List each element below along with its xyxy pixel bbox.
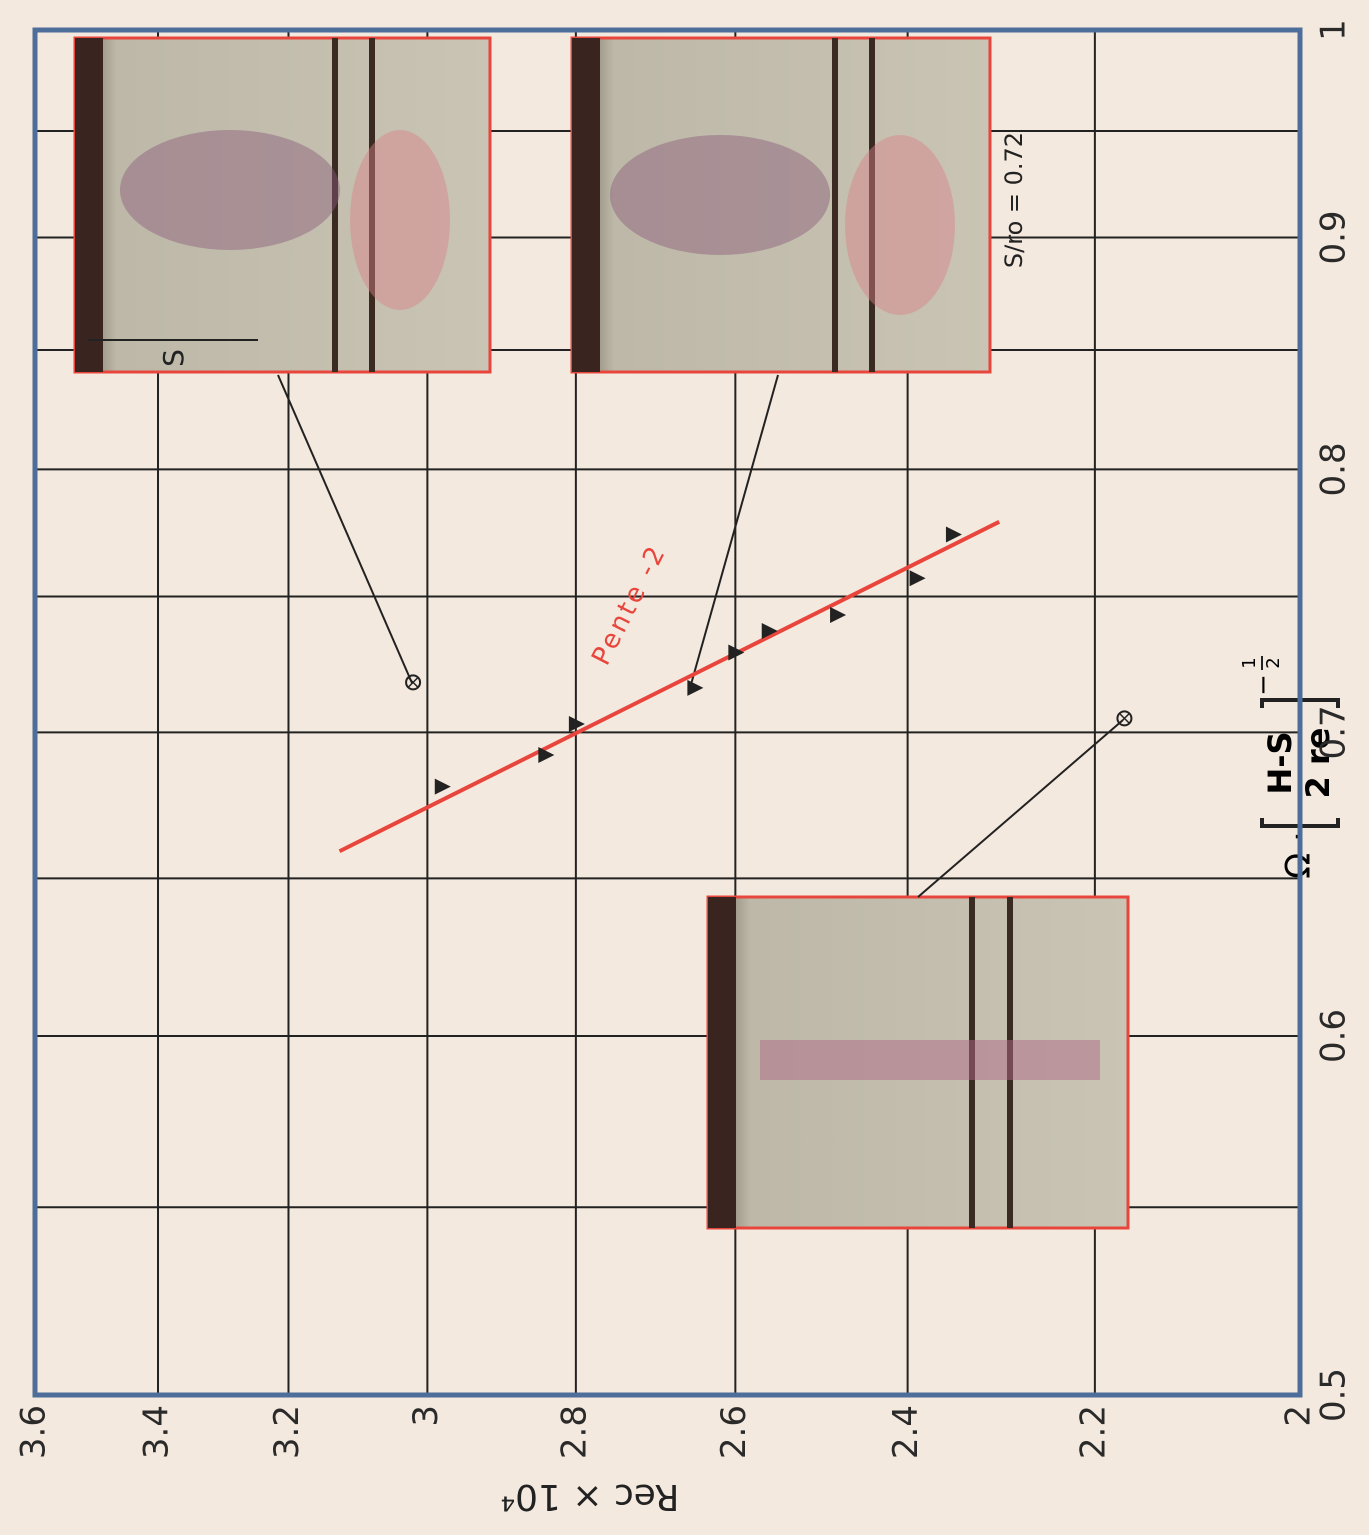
annotation: S/ro = 0.72 <box>1000 132 1028 268</box>
fit-line <box>338 520 1001 854</box>
point <box>434 778 451 795</box>
connector <box>689 374 779 689</box>
y-axis-label: Rec × 10⁴ <box>501 1476 680 1517</box>
marker-cross <box>1118 712 1130 724</box>
photo <box>706 895 1130 1230</box>
photo-band <box>75 38 103 372</box>
photo-dye <box>350 130 450 310</box>
x-tick-label: 0.6 <box>1314 1009 1354 1063</box>
photo: S <box>73 36 492 374</box>
marks <box>338 520 1133 854</box>
photo-dye <box>120 130 340 250</box>
marked-point <box>1116 710 1133 727</box>
x-tick-label: 1 <box>1314 19 1354 41</box>
y-tick-label: 3.4 <box>137 1405 177 1459</box>
photo-label: S <box>157 349 190 367</box>
x-label-numerator: H-S <box>1261 731 1299 794</box>
point <box>945 526 962 543</box>
point <box>687 679 704 696</box>
y-tick-label: 2.8 <box>554 1405 594 1459</box>
x-tick-label: 0.9 <box>1314 210 1354 264</box>
point <box>538 747 555 764</box>
x-tick-label: 0.7 <box>1314 705 1354 759</box>
y-tick-label: 2.4 <box>886 1405 926 1459</box>
y-tick-label: 3.2 <box>267 1405 307 1459</box>
photo-frame <box>73 36 492 374</box>
point <box>568 715 585 732</box>
y-tick-label: 3.6 <box>14 1405 54 1459</box>
marker-ring <box>1116 710 1133 727</box>
x-label-denominator: 2 re <box>1299 728 1337 799</box>
x-tick-label: 0.8 <box>1314 442 1354 496</box>
marker-cross <box>407 676 419 688</box>
point <box>909 570 926 587</box>
x-label-exponent-num: 1 <box>1239 657 1260 668</box>
y-tick-label: 2.2 <box>1073 1405 1113 1459</box>
photo <box>570 36 992 374</box>
point <box>830 606 847 623</box>
point <box>728 644 745 661</box>
marker-ring <box>405 674 422 691</box>
photo-band <box>572 38 600 372</box>
y-tick-label: 2 <box>1279 1405 1319 1427</box>
connector <box>917 719 1124 898</box>
plot-frame <box>32 27 1303 1398</box>
x-label-exponent-sign: − <box>1249 674 1279 696</box>
photo-dye <box>610 135 830 255</box>
point <box>761 622 778 639</box>
photo-band <box>708 897 736 1228</box>
marked-point <box>405 674 422 691</box>
x-label-exponent-den: 2 <box>1263 657 1284 668</box>
y-tick-label: 2.6 <box>714 1405 754 1459</box>
photo-dye <box>760 1040 1100 1080</box>
x-tick-label: 0.5 <box>1314 1368 1354 1422</box>
connector <box>277 374 413 684</box>
y-tick-label: 3 <box>406 1405 446 1427</box>
photo-frame <box>570 36 992 374</box>
photo-dye <box>845 135 955 315</box>
